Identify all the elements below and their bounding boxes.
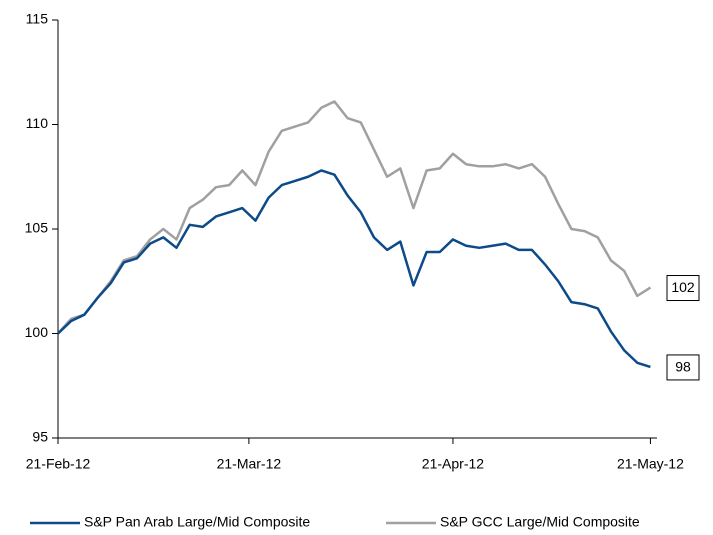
x-tick-label: 21-Feb-12 (26, 456, 91, 472)
end-label-box (666, 354, 700, 381)
y-tick-label: 95 (32, 429, 48, 445)
x-tick-label: 21-May-12 (617, 456, 684, 472)
y-tick-label: 110 (26, 115, 49, 131)
end-label-box (666, 275, 700, 302)
series-line (57, 169, 651, 369)
end-label-text: 98 (675, 359, 691, 375)
y-tick-label: 105 (25, 220, 49, 236)
end-label: 98 (666, 354, 700, 381)
end-label: 102 (666, 275, 700, 302)
x-tick-label: 21-Apr-12 (422, 456, 484, 472)
legend-label: S&P GCC Large/Mid Composite (440, 514, 640, 530)
legend-label: S&P Pan Arab Large/Mid Composite (84, 514, 310, 530)
series-line (57, 100, 652, 335)
y-tick-label: 115 (26, 11, 49, 27)
x-tick-label: 21-Mar-12 (217, 456, 282, 472)
end-label-text: 102 (671, 279, 695, 295)
y-tick-label: 100 (25, 324, 49, 340)
